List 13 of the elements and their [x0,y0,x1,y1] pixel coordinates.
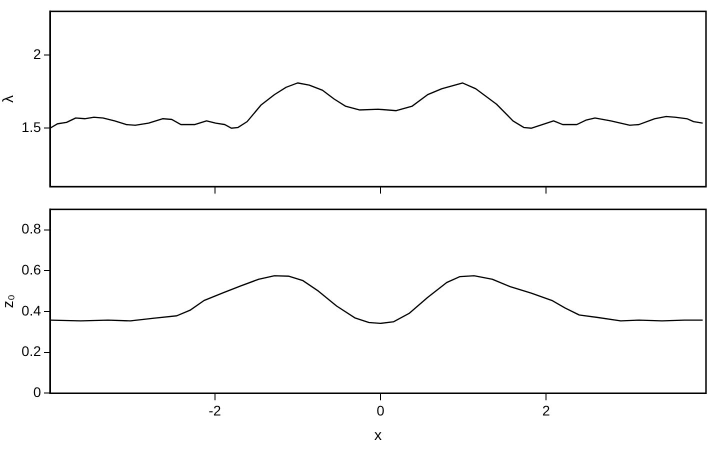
y-tick-label: 1.5 [22,119,42,136]
y-tick-label: 0.4 [22,302,42,318]
y-tick-label: 0.8 [22,220,42,237]
y-axis-title: λ [0,94,18,103]
x-tick-label: 0 [376,402,385,418]
y-tick-label: 0.2 [22,343,42,360]
y-tick-label: 0.6 [22,262,42,278]
y-axis-title: z₀ [0,294,18,308]
y-tick-label: 0 [33,384,42,400]
x-tick-label: -2 [208,402,222,418]
x-tick-label: 2 [542,402,550,418]
x-axis-title: x [374,427,382,444]
y-tick-label: 2 [33,46,42,62]
